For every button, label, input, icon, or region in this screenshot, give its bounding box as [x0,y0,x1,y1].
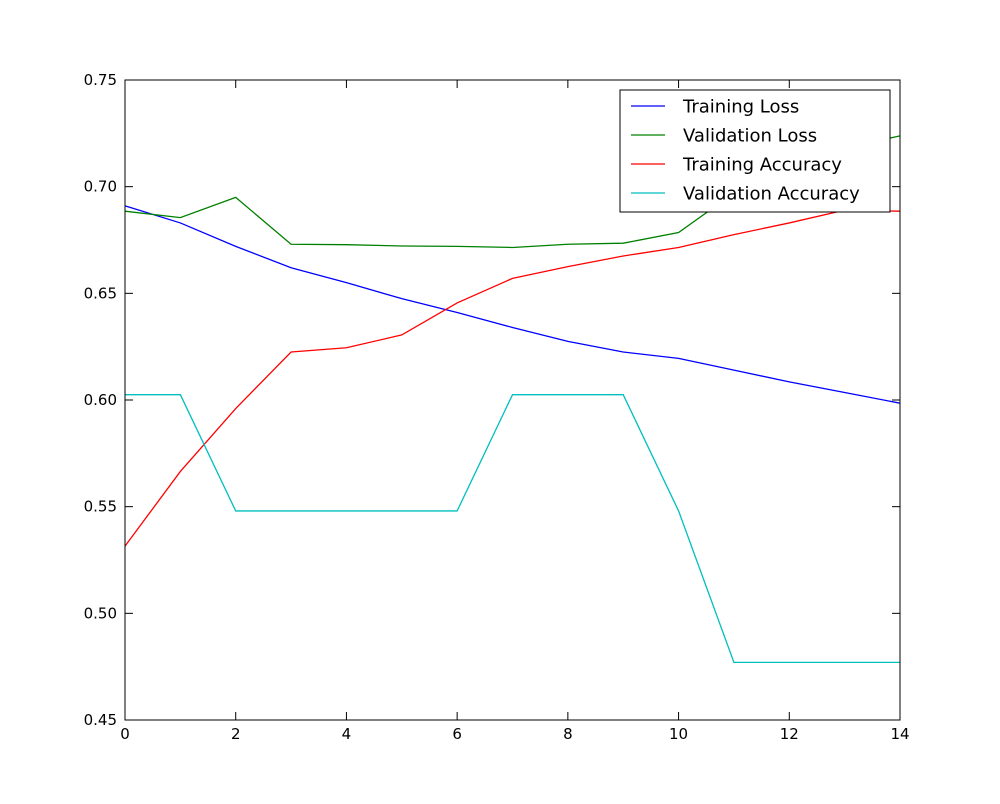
legend-label: Training Accuracy [682,155,842,176]
y-tick-label: 0.55 [84,498,117,516]
legend-label: Training Loss [682,97,799,118]
legend: Training Loss Validation Loss Training Acc… [619,89,891,213]
legend-item-training-loss: Training Loss [631,97,799,118]
legend-item-validation-loss: Validation Loss [631,126,817,147]
plot-lines [125,135,900,664]
x-tick-label: 8 [563,725,573,743]
x-tick-label: 6 [452,725,462,743]
x-tick-label: 10 [669,725,688,743]
y-tick-label: 0.65 [84,284,117,302]
x-tick-label: 14 [890,725,909,743]
series-line-training-accuracy [125,209,900,547]
axis-ticks: 0 2 4 6 8 10 12 14 0.45 0.50 0.55 0.60 0.65 0.70 0.75 [84,71,910,743]
legend-item-validation-accuracy: Validation Accuracy [631,184,860,205]
legend-box [619,89,891,213]
y-tick-label: 0.50 [84,604,117,622]
x-tick-label: 4 [342,725,352,743]
y-tick-label: 0.45 [84,711,117,729]
series-line-training-loss [125,205,900,404]
x-tick-label: 2 [231,725,241,743]
x-tick-label: 12 [780,725,799,743]
y-tick-label: 0.70 [84,178,117,196]
y-tick-label: 0.60 [84,391,117,409]
legend-label: Validation Accuracy [683,184,860,205]
legend-label: Validation Loss [683,126,817,147]
series-line-validation-accuracy [125,394,900,664]
x-tick-label: 0 [120,725,130,743]
legend-item-training-accuracy: Training Accuracy [631,155,842,176]
y-tick-label: 0.75 [84,71,117,89]
